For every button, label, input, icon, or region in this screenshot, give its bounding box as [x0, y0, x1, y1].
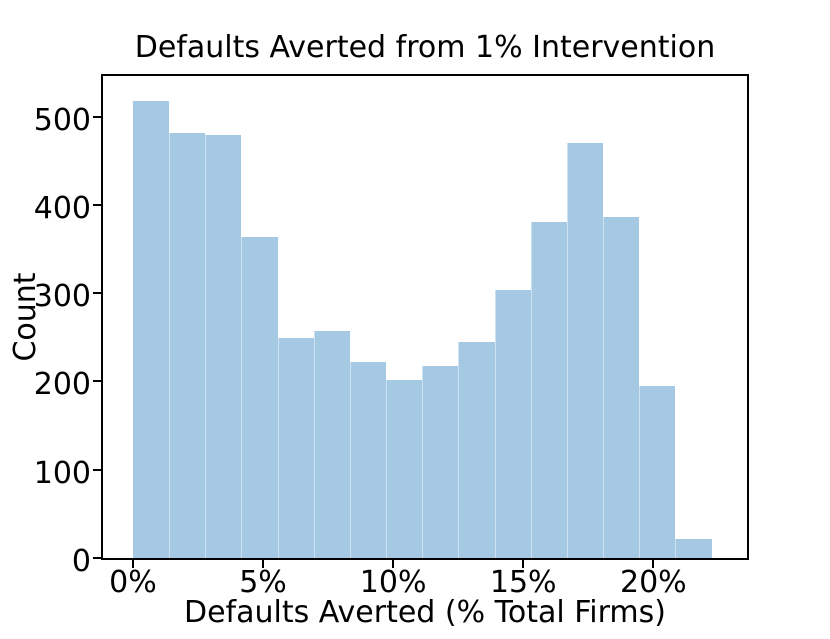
histogram-bar	[205, 135, 242, 558]
x-tick-mark	[262, 560, 265, 568]
histogram-bar	[530, 221, 567, 558]
y-tick-mark	[93, 557, 101, 559]
x-tick-label: 15%	[489, 565, 557, 600]
y-tick-mark	[93, 115, 101, 118]
histogram-bar	[241, 236, 278, 558]
y-axis-label: Count	[8, 272, 43, 362]
x-tick-mark	[392, 560, 395, 568]
y-tick-mark	[93, 203, 101, 206]
y-tick-label: 0	[71, 544, 91, 579]
histogram-bar	[639, 385, 676, 558]
x-tick-label: 0%	[109, 565, 157, 600]
histogram-bar	[349, 362, 387, 558]
y-tick-label: 500	[33, 102, 91, 138]
histogram-bar	[169, 132, 206, 558]
histogram-bar	[494, 289, 531, 558]
plot-area	[101, 74, 749, 560]
histogram-bar	[675, 539, 712, 558]
x-axis-label: Defaults Averted (% Total Firms)	[183, 595, 666, 630]
x-tick-mark	[652, 560, 655, 568]
chart-title: Defaults Averted from 1% Intervention	[134, 30, 716, 65]
x-tick-mark	[522, 560, 525, 568]
y-tick-mark	[93, 380, 101, 383]
histogram-bar	[458, 341, 495, 558]
x-tick-label: 10%	[359, 565, 427, 600]
histogram-bar	[603, 217, 640, 558]
bars-layer	[103, 76, 747, 558]
y-tick-label: 300	[33, 279, 91, 315]
x-tick-label: 5%	[239, 565, 287, 600]
histogram-bar	[386, 379, 423, 558]
y-tick-label: 100	[33, 455, 91, 491]
y-tick-mark	[93, 292, 101, 295]
y-tick-label: 400	[33, 190, 91, 226]
histogram-bar	[422, 365, 459, 558]
histogram-bar	[132, 100, 170, 558]
y-tick-label: 200	[33, 367, 91, 403]
histogram-bar	[277, 338, 314, 558]
histogram-bar	[566, 143, 604, 558]
histogram-bar	[313, 331, 350, 558]
y-tick-mark	[93, 468, 101, 471]
x-tick-label: 20%	[619, 565, 687, 600]
x-tick-mark	[131, 560, 134, 568]
